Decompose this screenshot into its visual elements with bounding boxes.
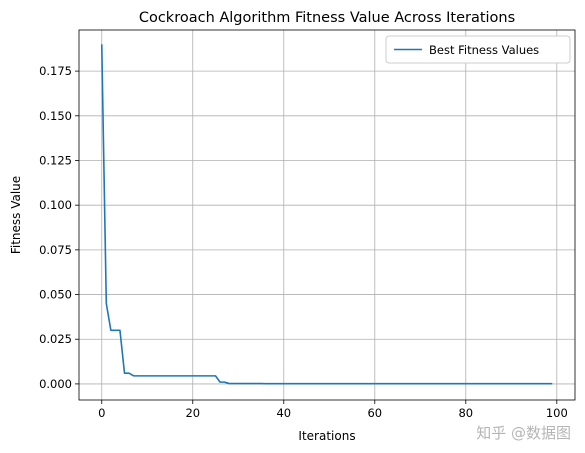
y-axis-label: Fitness Value: [9, 176, 23, 254]
x-axis-label: Iterations: [298, 429, 355, 443]
y-axis-ticks: 0.000 0.025 0.050 0.075 0.100 0.125 0.150 0.175: [39, 64, 79, 391]
y-tick-label: 0.125: [39, 153, 72, 167]
y-tick-label: 0.050: [39, 288, 72, 302]
y-tick-label: 0.150: [39, 109, 72, 123]
x-tick-label: 60: [367, 406, 382, 420]
legend-box: [385, 35, 571, 64]
legend-label: Best Fitness Values: [429, 43, 539, 57]
x-tick-label: 0: [98, 406, 105, 420]
y-tick-label: 0.175: [39, 64, 72, 78]
series-layer: [100, 44, 553, 385]
chart-title: Cockroach Algorithm Fitness Value Across…: [139, 10, 515, 26]
grid-lines: [79, 30, 575, 400]
series-line-best-fitness: [100, 44, 553, 385]
y-tick-label: 0.025: [39, 332, 72, 346]
legend: Best Fitness Values: [385, 35, 571, 64]
x-tick-label: 20: [185, 406, 200, 420]
x-tick-label: 80: [458, 406, 473, 420]
y-tick-label: 0.100: [39, 198, 72, 212]
y-tick-label: 0.075: [39, 243, 72, 257]
watermark-text: 知乎 @数据图: [476, 424, 571, 442]
x-tick-label: 100: [546, 406, 568, 420]
x-tick-label: 40: [276, 406, 291, 420]
y-tick-label: 0.000: [39, 377, 72, 391]
plot-frame: [78, 29, 576, 401]
x-axis-ticks: 0 20 40 60 80 100: [98, 400, 568, 420]
